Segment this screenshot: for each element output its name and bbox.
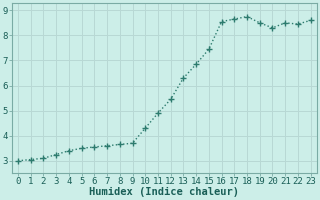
X-axis label: Humidex (Indice chaleur): Humidex (Indice chaleur) [89,187,239,197]
